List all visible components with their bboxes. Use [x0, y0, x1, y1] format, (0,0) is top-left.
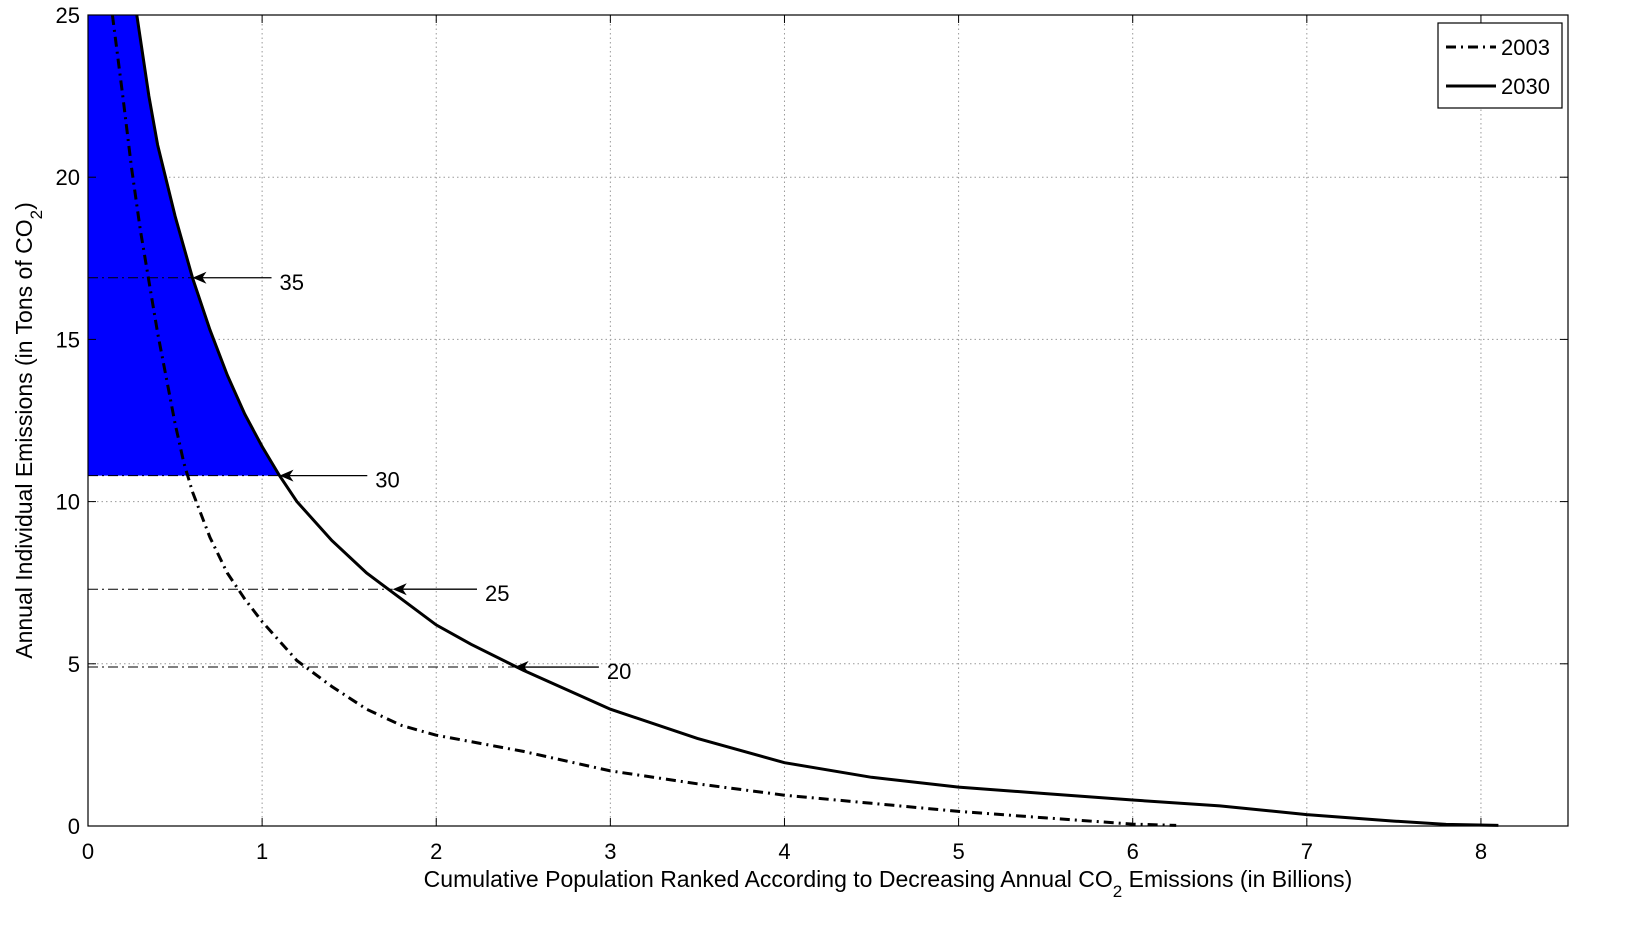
- y-axis-label-suffix: ): [11, 202, 37, 210]
- annotation-label: 30: [375, 468, 399, 493]
- y-tick-label: 10: [56, 490, 80, 515]
- annotation-label: 35: [280, 270, 304, 295]
- x-axis-label-subscript: 2: [1113, 882, 1122, 901]
- legend-label-2003: 2003: [1501, 35, 1550, 60]
- y-tick-label: 20: [56, 165, 80, 190]
- x-tick-label: 5: [952, 839, 964, 864]
- annotation-layer: 35 30 25 20: [192, 270, 631, 684]
- x-tick-label: 6: [1127, 839, 1139, 864]
- x-axis-label: Cumulative Population Ranked According t…: [424, 866, 1353, 901]
- shaded-region: [88, 15, 280, 476]
- y-tick-label: 0: [68, 814, 80, 839]
- y-tick-label: 15: [56, 327, 80, 352]
- x-tick-label: 1: [256, 839, 268, 864]
- grid-lines: [88, 15, 1568, 826]
- plot-frame: [87, 14, 1569, 827]
- reference-lines-layer: [88, 277, 515, 668]
- legend: 2003 2030: [1437, 22, 1563, 109]
- legend-box: [1437, 22, 1563, 109]
- x-tick-label: 3: [604, 839, 616, 864]
- y-axis-label-subscript: 2: [27, 210, 46, 219]
- shaded-region-layer: [88, 15, 280, 476]
- legend-label-2030: 2030: [1501, 74, 1550, 99]
- series-line-2003: [110, 14, 1177, 827]
- y-axis-label-main: Annual Individual Emissions (in Tons of …: [11, 219, 37, 658]
- tick-layer: 0 1 2 3 4 5 6 7 8 0 5 10 15 20 25: [56, 3, 1568, 864]
- annotation-arrowhead: [192, 271, 207, 284]
- annotation-label: 25: [485, 581, 509, 606]
- annotation-label: 20: [607, 659, 631, 684]
- y-axis-label: Annual Individual Emissions (in Tons of …: [11, 202, 46, 659]
- x-axis-label-main: Cumulative Population Ranked According t…: [424, 866, 1113, 892]
- y-tick-label: 5: [68, 652, 80, 677]
- series-line-2030: [135, 14, 1499, 827]
- x-tick-label: 4: [778, 839, 790, 864]
- annotation-arrowhead: [514, 661, 529, 674]
- x-tick-label: 0: [82, 839, 94, 864]
- x-tick-label: 7: [1301, 839, 1313, 864]
- annotation-arrowhead: [392, 583, 407, 596]
- x-tick-label: 2: [430, 839, 442, 864]
- y-tick-label: 25: [56, 3, 80, 28]
- x-tick-label: 8: [1475, 839, 1487, 864]
- series-layer: [110, 14, 1499, 827]
- annotation-arrowhead: [279, 469, 294, 482]
- x-axis-label-suffix: Emissions (in Billions): [1122, 866, 1352, 892]
